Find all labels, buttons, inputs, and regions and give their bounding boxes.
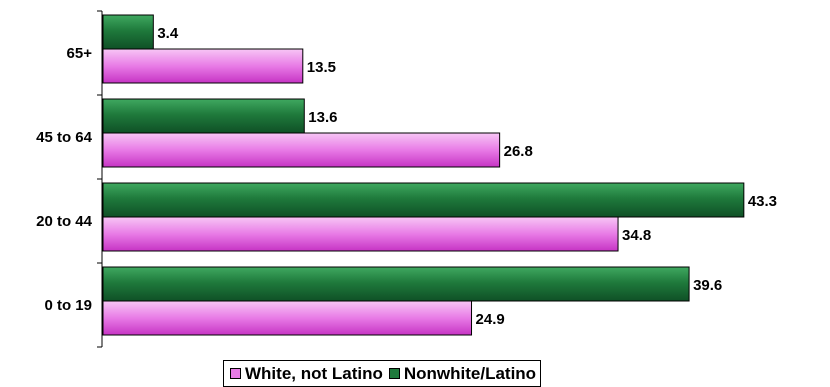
bar-nonwhite-latino-0-to-19 — [102, 266, 690, 302]
category-label-20-to-44: 20 to 44 — [36, 213, 93, 230]
legend-swatch-white-not-latino — [230, 368, 241, 379]
category-label-45-to-64: 45 to 64 — [36, 129, 93, 146]
bar-nonwhite-latino-20-to-44 — [102, 182, 745, 218]
bar-white-not-latino-0-to-19 — [102, 300, 473, 336]
value-label-nonwhite-latino-0-to-19: 39.6 — [693, 277, 722, 294]
legend-item-nonwhite-latino: Nonwhite/Latino — [388, 363, 537, 384]
bar-white-not-latino-45-to-64 — [102, 132, 501, 168]
value-label-nonwhite-latino-20-to-44: 43.3 — [748, 193, 777, 210]
bar-white-not-latino-65 — [102, 48, 304, 84]
legend: White, not Latino Nonwhite/Latino — [223, 360, 542, 387]
value-label-nonwhite-latino-65: 3.4 — [157, 25, 179, 42]
bar-nonwhite-latino-65 — [102, 14, 154, 50]
bar-white-not-latino-20-to-44 — [102, 216, 619, 252]
category-label-0-to-19: 0 to 19 — [44, 297, 92, 314]
bar-nonwhite-latino-45-to-64 — [102, 98, 305, 134]
legend-swatch-nonwhite-latino — [388, 368, 400, 379]
legend-item-white-not-latino: White, not Latino — [230, 364, 383, 384]
value-label-white-not-latino-20-to-44: 34.8 — [622, 227, 651, 244]
legend-label-white-not-latino: White, not Latino — [245, 363, 383, 383]
category-label-65: 65+ — [67, 45, 93, 62]
value-label-white-not-latino-45-to-64: 26.8 — [504, 143, 533, 160]
value-label-white-not-latino-65: 13.5 — [307, 59, 336, 76]
legend-label-nonwhite-latino: Nonwhite/Latino — [403, 363, 537, 383]
value-label-nonwhite-latino-45-to-64: 13.6 — [308, 109, 337, 126]
value-label-white-not-latino-0-to-19: 24.9 — [476, 311, 505, 328]
